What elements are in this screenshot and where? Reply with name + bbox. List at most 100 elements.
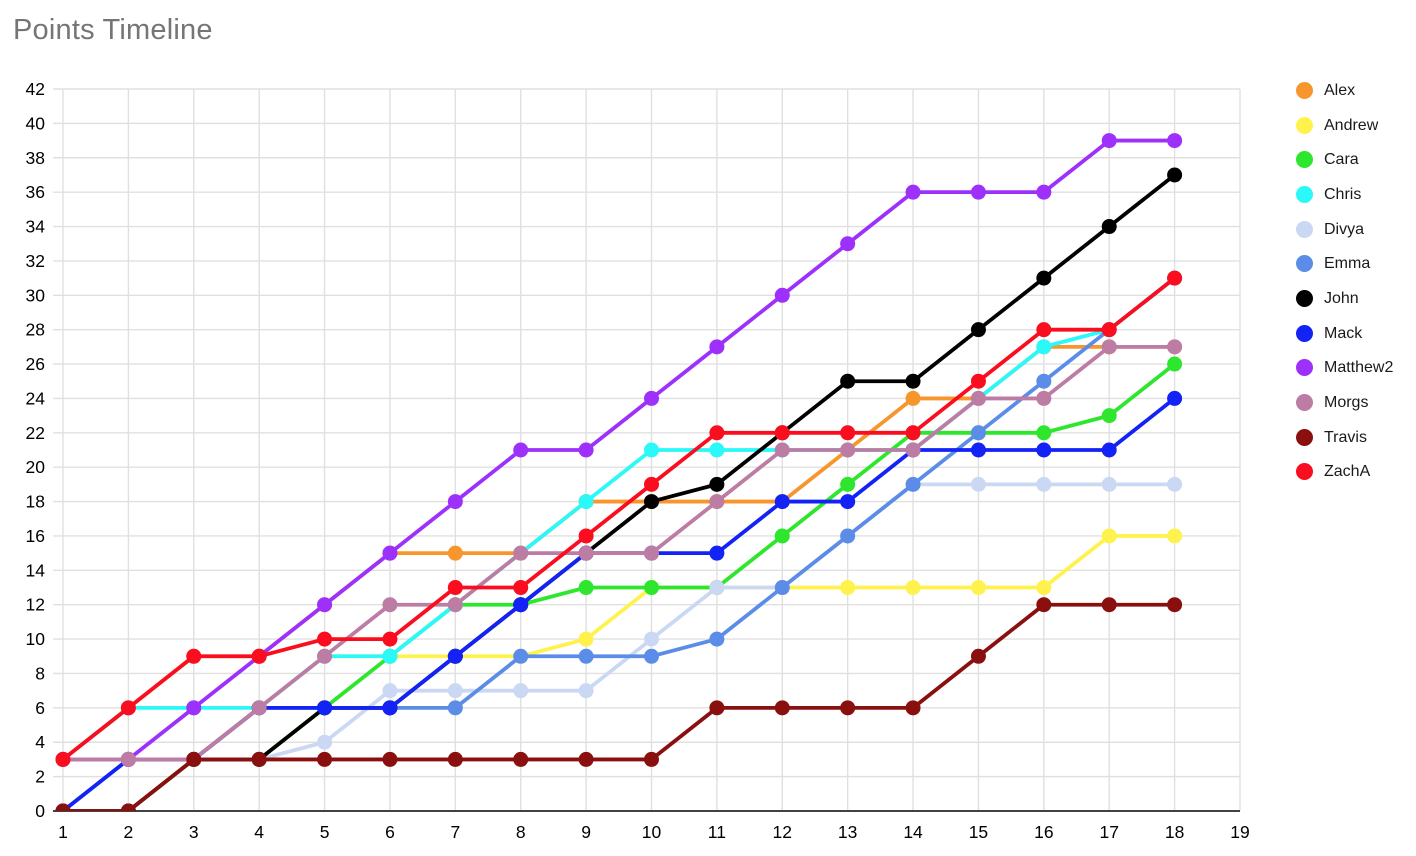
- data-point-Travis-x15[interactable]: [970, 648, 986, 664]
- data-point-Emma-x12[interactable]: [774, 580, 790, 596]
- data-point-Travis-x14[interactable]: [905, 700, 921, 716]
- data-point-ZachA-x9[interactable]: [578, 528, 594, 544]
- data-point-Andrew-x17[interactable]: [1101, 528, 1117, 544]
- data-point-Chris-x10[interactable]: [644, 442, 659, 458]
- data-point-John-x17[interactable]: [1101, 219, 1117, 235]
- data-point-Matthew2-x16[interactable]: [1036, 184, 1052, 200]
- data-point-John-x18[interactable]: [1167, 167, 1183, 183]
- data-point-Morgs-x11[interactable]: [709, 494, 725, 510]
- data-point-Cara-x13[interactable]: [840, 476, 856, 492]
- data-point-ZachA-x13[interactable]: [840, 425, 856, 441]
- data-point-Mack-x11[interactable]: [709, 545, 725, 561]
- data-point-John-x10[interactable]: [644, 494, 659, 510]
- data-point-Divya-x16[interactable]: [1036, 476, 1052, 492]
- data-point-Travis-x11[interactable]: [709, 700, 725, 716]
- data-point-Travis-x9[interactable]: [578, 751, 594, 767]
- data-point-ZachA-x10[interactable]: [644, 476, 659, 492]
- data-point-Divya-x6[interactable]: [382, 683, 398, 699]
- data-point-Matthew2-x17[interactable]: [1101, 133, 1117, 149]
- data-point-Divya-x11[interactable]: [709, 580, 725, 596]
- data-point-John-x11[interactable]: [709, 476, 725, 492]
- data-point-Travis-x2[interactable]: [120, 803, 136, 819]
- data-point-Travis-x5[interactable]: [317, 751, 333, 767]
- data-point-Alex-x14[interactable]: [905, 390, 921, 406]
- data-point-Travis-x10[interactable]: [644, 751, 659, 767]
- data-point-ZachA-x18[interactable]: [1167, 270, 1183, 286]
- data-point-Matthew2-x3[interactable]: [186, 700, 202, 716]
- data-point-Cara-x17[interactable]: [1101, 408, 1117, 424]
- data-point-Cara-x10[interactable]: [644, 580, 659, 596]
- data-point-Andrew-x18[interactable]: [1167, 528, 1183, 544]
- data-point-Matthew2-x13[interactable]: [840, 236, 856, 252]
- data-point-Travis-x16[interactable]: [1036, 597, 1052, 613]
- data-point-ZachA-x14[interactable]: [905, 425, 921, 441]
- data-point-Emma-x16[interactable]: [1036, 373, 1052, 389]
- data-point-Morgs-x14[interactable]: [905, 442, 921, 458]
- data-point-Travis-x18[interactable]: [1167, 597, 1183, 613]
- data-point-Andrew-x15[interactable]: [970, 580, 986, 596]
- data-point-Andrew-x13[interactable]: [840, 580, 856, 596]
- data-point-Mack-x18[interactable]: [1167, 390, 1183, 406]
- data-point-John-x15[interactable]: [970, 322, 986, 338]
- data-point-Alex-x7[interactable]: [447, 545, 463, 561]
- data-point-Matthew2-x5[interactable]: [317, 597, 333, 613]
- data-point-ZachA-x4[interactable]: [251, 648, 267, 664]
- data-point-Emma-x11[interactable]: [709, 631, 725, 647]
- data-point-Matthew2-x8[interactable]: [513, 442, 529, 458]
- data-point-Mack-x5[interactable]: [317, 700, 333, 716]
- data-point-John-x13[interactable]: [840, 373, 856, 389]
- data-point-John-x16[interactable]: [1036, 270, 1052, 286]
- data-point-Morgs-x15[interactable]: [970, 390, 986, 406]
- data-point-Chris-x6[interactable]: [382, 648, 398, 664]
- data-point-Morgs-x18[interactable]: [1167, 339, 1183, 355]
- data-point-Travis-x8[interactable]: [513, 751, 529, 767]
- data-point-Mack-x8[interactable]: [513, 597, 529, 613]
- data-point-Morgs-x17[interactable]: [1101, 339, 1117, 355]
- data-point-ZachA-x5[interactable]: [317, 631, 333, 647]
- data-point-Divya-x10[interactable]: [644, 631, 659, 647]
- data-point-Morgs-x16[interactable]: [1036, 390, 1052, 406]
- data-point-John-x14[interactable]: [905, 373, 921, 389]
- data-point-Morgs-x9[interactable]: [578, 545, 594, 561]
- data-point-Cara-x16[interactable]: [1036, 425, 1052, 441]
- data-point-Morgs-x12[interactable]: [774, 442, 790, 458]
- data-point-Cara-x18[interactable]: [1167, 356, 1183, 372]
- data-point-Travis-x13[interactable]: [840, 700, 856, 716]
- data-point-ZachA-x2[interactable]: [120, 700, 136, 716]
- data-point-Morgs-x8[interactable]: [513, 545, 529, 561]
- data-point-Divya-x8[interactable]: [513, 683, 529, 699]
- data-point-ZachA-x7[interactable]: [447, 580, 463, 596]
- data-point-ZachA-x8[interactable]: [513, 580, 529, 596]
- data-point-ZachA-x15[interactable]: [970, 373, 986, 389]
- data-point-ZachA-x11[interactable]: [709, 425, 725, 441]
- data-point-Travis-x7[interactable]: [447, 751, 463, 767]
- data-point-ZachA-x6[interactable]: [382, 631, 398, 647]
- data-point-Cara-x9[interactable]: [578, 580, 594, 596]
- data-point-Divya-x18[interactable]: [1167, 476, 1183, 492]
- data-point-Morgs-x5[interactable]: [317, 648, 333, 664]
- data-point-Travis-x17[interactable]: [1101, 597, 1117, 613]
- data-point-Morgs-x13[interactable]: [840, 442, 856, 458]
- data-point-Matthew2-x14[interactable]: [905, 184, 921, 200]
- data-point-Mack-x12[interactable]: [774, 494, 790, 510]
- data-point-Mack-x6[interactable]: [382, 700, 398, 716]
- data-point-Emma-x8[interactable]: [513, 648, 529, 664]
- data-point-Emma-x15[interactable]: [970, 425, 986, 441]
- data-point-Andrew-x16[interactable]: [1036, 580, 1052, 596]
- data-point-Mack-x17[interactable]: [1101, 442, 1117, 458]
- data-point-Mack-x7[interactable]: [447, 648, 463, 664]
- data-point-Chris-x16[interactable]: [1036, 339, 1052, 355]
- data-point-Travis-x12[interactable]: [774, 700, 790, 716]
- data-point-Emma-x9[interactable]: [578, 648, 594, 664]
- data-point-Matthew2-x11[interactable]: [709, 339, 725, 355]
- data-point-Divya-x15[interactable]: [970, 476, 986, 492]
- data-point-Travis-x6[interactable]: [382, 751, 398, 767]
- data-point-Mack-x13[interactable]: [840, 494, 856, 510]
- data-point-Matthew2-x10[interactable]: [644, 390, 659, 406]
- data-point-Emma-x10[interactable]: [644, 648, 659, 664]
- data-point-Chris-x9[interactable]: [578, 494, 594, 510]
- data-point-Divya-x7[interactable]: [447, 683, 463, 699]
- data-point-ZachA-x3[interactable]: [186, 648, 202, 664]
- data-point-Matthew2-x7[interactable]: [447, 494, 463, 510]
- data-point-Cara-x12[interactable]: [774, 528, 790, 544]
